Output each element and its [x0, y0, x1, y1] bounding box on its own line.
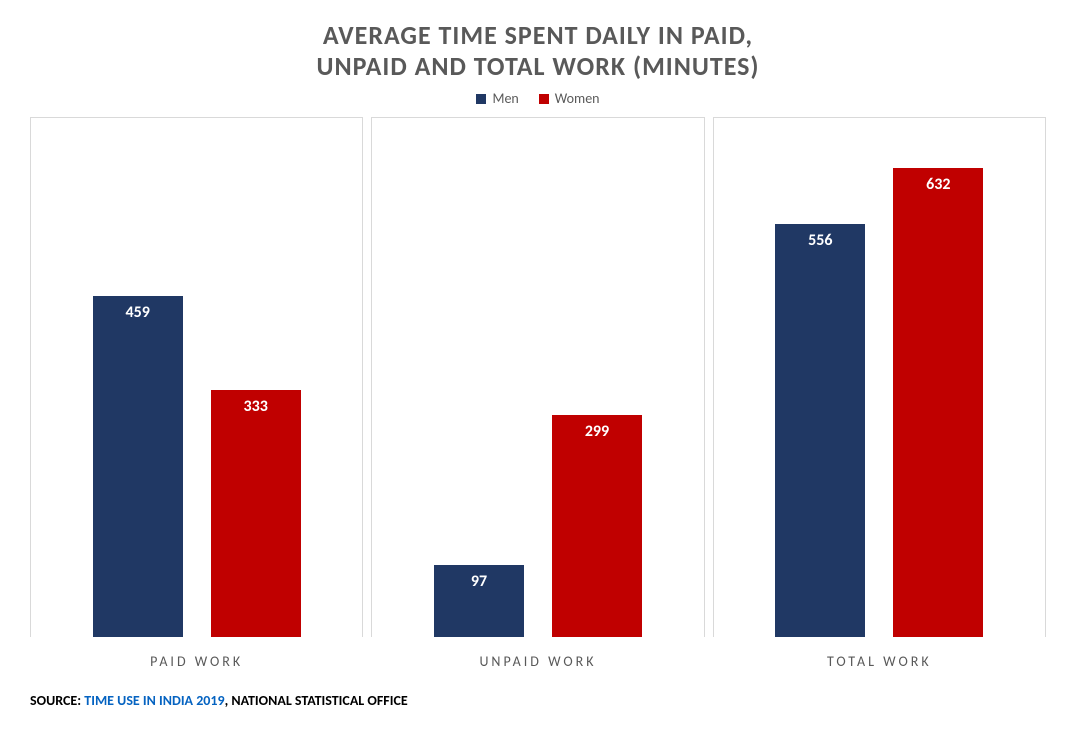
bar-rect-total-men: [775, 224, 865, 637]
bar-rect-unpaid-women: [552, 415, 642, 637]
legend-swatch-men: [476, 94, 486, 104]
bar-value-unpaid-women: 299: [585, 422, 609, 441]
legend-item-women: Women: [539, 90, 600, 107]
x-label-unpaid: UNPAID WORK: [371, 643, 704, 670]
bar-paid-women: 333: [211, 397, 301, 637]
x-axis-labels: PAID WORK UNPAID WORK TOTAL WORK: [30, 643, 1046, 670]
bar-rect-paid-women: [211, 390, 301, 637]
legend-label-men: Men: [492, 90, 518, 107]
bar-unpaid-women: 299: [552, 422, 642, 637]
bar-rect-total-women: [893, 168, 983, 637]
bar-paid-men: 459: [93, 303, 183, 637]
chart-title-line2: UNPAID AND TOTAL WORK (MINUTES): [30, 51, 1046, 82]
x-label-total: TOTAL WORK: [713, 643, 1046, 670]
x-label-paid: PAID WORK: [30, 643, 363, 670]
source-line: SOURCE: TIME USE IN INDIA 2019, NATIONAL…: [30, 692, 1046, 709]
chart-title-line1: AVERAGE TIME SPENT DAILY IN PAID,: [30, 20, 1046, 51]
legend: Men Women: [30, 90, 1046, 107]
panel-paid-work: 459 333: [30, 117, 363, 637]
legend-item-men: Men: [476, 90, 518, 107]
panel-total-work: 556 632: [713, 117, 1046, 637]
source-link[interactable]: TIME USE IN INDIA 2019: [84, 692, 224, 709]
bar-rect-paid-men: [93, 296, 183, 637]
bar-total-women: 632: [893, 175, 983, 637]
legend-label-women: Women: [555, 90, 600, 107]
bar-value-unpaid-men: 97: [471, 572, 487, 591]
source-suffix: , NATIONAL STATISTICAL OFFICE: [225, 692, 408, 709]
bar-value-total-men: 556: [808, 231, 832, 250]
panel-unpaid-work: 97 299: [371, 117, 704, 637]
bar-unpaid-men: 97: [434, 572, 524, 637]
legend-swatch-women: [539, 94, 549, 104]
bar-total-men: 556: [775, 231, 865, 637]
plot-area: 459 333 97 299 556 632: [30, 117, 1046, 637]
bar-value-paid-women: 333: [243, 397, 267, 416]
bar-value-total-women: 632: [926, 175, 950, 194]
source-prefix: SOURCE:: [30, 692, 84, 709]
bar-value-paid-men: 459: [125, 303, 149, 322]
chart-title: AVERAGE TIME SPENT DAILY IN PAID, UNPAID…: [30, 20, 1046, 82]
